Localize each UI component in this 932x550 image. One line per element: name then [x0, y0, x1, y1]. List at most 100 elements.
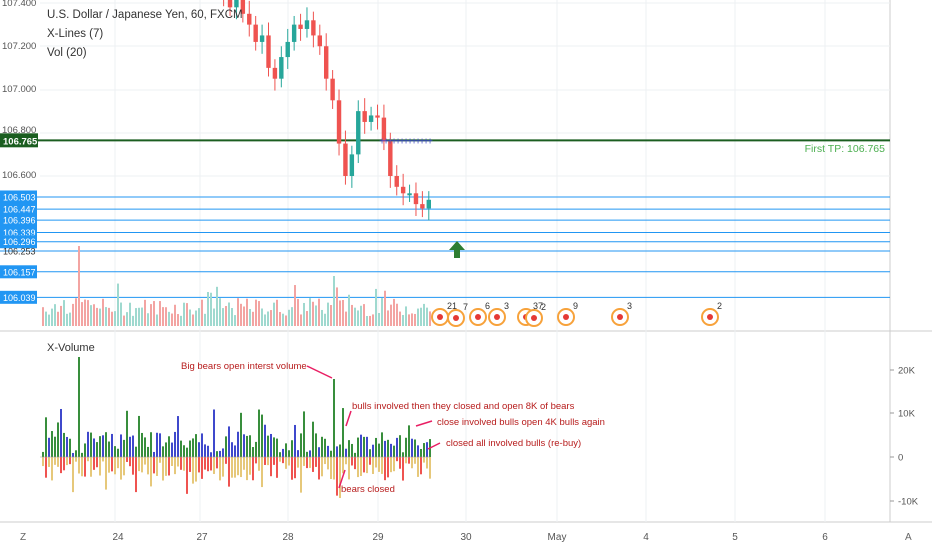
x-volume-bull-bar	[120, 434, 122, 457]
x-volume-bull-bar	[345, 448, 347, 457]
volume-bar	[111, 311, 113, 326]
x-volume-bull-bar	[222, 448, 224, 457]
x-volume-bars	[40, 357, 431, 499]
price-level-label: 106.157	[3, 267, 36, 277]
x-volume-bull-bar	[423, 443, 425, 457]
x-volume-bear-bar	[339, 457, 341, 499]
x-volume-bear-bar	[75, 457, 77, 462]
x-volume-bull-bar	[366, 436, 368, 457]
volume-bar	[426, 307, 428, 326]
event-count: 6	[485, 301, 490, 311]
volume-bar	[369, 315, 371, 326]
x-volume-bear-bar	[162, 457, 164, 481]
candle-body	[304, 20, 310, 29]
x-volume-bear-bar	[327, 457, 329, 470]
tp-marker-tick: +	[399, 136, 405, 147]
candle-body	[362, 111, 367, 122]
volume-bar	[351, 304, 353, 326]
x-volume-bull-bar	[414, 439, 416, 457]
x-volume-bull-bar	[171, 442, 173, 457]
x-volume-bear-bar	[330, 457, 332, 479]
x-volume-bear-bar	[216, 457, 218, 469]
x-volume-bull-bar	[255, 441, 257, 457]
volume-bar	[381, 298, 383, 326]
x-volume-tick-label: -10K	[898, 497, 919, 508]
x-volume-bear-bar	[159, 457, 161, 463]
event-flag-icon	[437, 314, 443, 320]
x-volume-bull-bar	[273, 437, 275, 457]
x-volume-bull-bar	[405, 437, 407, 457]
candle-body	[227, 0, 233, 8]
x-volume-bull-bar	[201, 433, 203, 457]
volume-bar	[414, 313, 416, 326]
volume-bar	[207, 292, 209, 326]
price-level-label: 106.396	[3, 216, 36, 226]
volume-bar	[228, 302, 230, 326]
volume-bar	[96, 307, 98, 326]
tp-marker-tick: +	[407, 136, 413, 147]
annotation-pointer	[345, 410, 352, 427]
x-volume-bull-bar	[126, 410, 128, 457]
x-volume-bear-bar	[234, 457, 236, 478]
x-volume-bear-bar	[291, 457, 293, 480]
tp-marker-tick: +	[411, 136, 417, 147]
x-volume-bear-bar	[303, 457, 305, 466]
x-volume-bull-bar	[252, 447, 254, 457]
x-volume-bull-bar	[330, 450, 332, 457]
candle-body	[375, 115, 380, 118]
candle-body	[330, 78, 335, 101]
x-volume-bear-bar	[246, 457, 248, 481]
volume-bar	[312, 301, 314, 326]
x-volume-bull-bar	[138, 415, 140, 457]
x-volume-bull-bar	[165, 442, 167, 457]
volume-bar	[147, 313, 149, 326]
volume-bar	[120, 302, 122, 326]
x-volume-bear-bar	[96, 457, 98, 468]
auto-scale-toggle[interactable]: A	[905, 532, 912, 543]
event-flag-icon	[563, 314, 569, 320]
x-volume-bull-bar	[372, 444, 374, 457]
annotation-bears-closed: bears closed	[341, 484, 395, 495]
x-volume-tick-label: 10K	[898, 409, 916, 420]
volume-bar	[237, 298, 239, 326]
x-volume-bull-bar	[168, 436, 170, 457]
candle-body	[272, 67, 278, 79]
xvolume-axis: 20K 10K 0 -10K	[890, 366, 919, 508]
annotation-close-bulls: close involved bulls open 4K bulls again	[437, 417, 605, 428]
x-volume-bear-bar	[336, 457, 338, 496]
volume-bar	[252, 311, 254, 326]
volume-bar	[204, 313, 206, 326]
x-volume-bull-bar	[300, 433, 302, 457]
volume-bar	[276, 299, 278, 326]
event-count: 21	[447, 301, 457, 311]
x-volume-bear-bar	[405, 457, 407, 464]
volume-bar	[135, 308, 137, 326]
price-level-label: 106.296	[3, 237, 36, 247]
time-tick-label: 30	[460, 532, 472, 543]
price-tick-label: 106.800	[2, 125, 36, 136]
x-volume-bear-bar	[192, 457, 194, 484]
x-volume-bull-bar	[48, 437, 50, 457]
volume-bar	[189, 309, 191, 326]
volume-bar	[69, 312, 71, 326]
volume-bar	[192, 314, 194, 326]
x-volume-bear-bar	[321, 457, 323, 477]
x-volume-bear-bar	[222, 457, 224, 477]
x-volume-bull-bar	[111, 433, 113, 457]
x-volume-bear-bar	[78, 457, 80, 474]
x-volume-bear-bar	[123, 457, 125, 476]
x-volume-bull-bar	[303, 411, 305, 457]
annotation-pointer	[427, 442, 441, 450]
x-volume-bull-bar	[54, 436, 56, 457]
volume-bar	[99, 308, 101, 326]
x-volume-bear-bar	[207, 457, 209, 472]
volume-bar	[78, 246, 80, 326]
x-volume-bull-bar	[306, 451, 308, 457]
volume-bar	[279, 311, 281, 326]
volume-bar	[360, 305, 362, 326]
x-volume-bear-bar	[261, 457, 263, 488]
x-volume-bull-bar	[297, 450, 299, 457]
volume-bar	[201, 299, 203, 326]
x-volume-bear-bar	[228, 457, 230, 487]
log-scale-toggle[interactable]: Z	[20, 532, 26, 543]
